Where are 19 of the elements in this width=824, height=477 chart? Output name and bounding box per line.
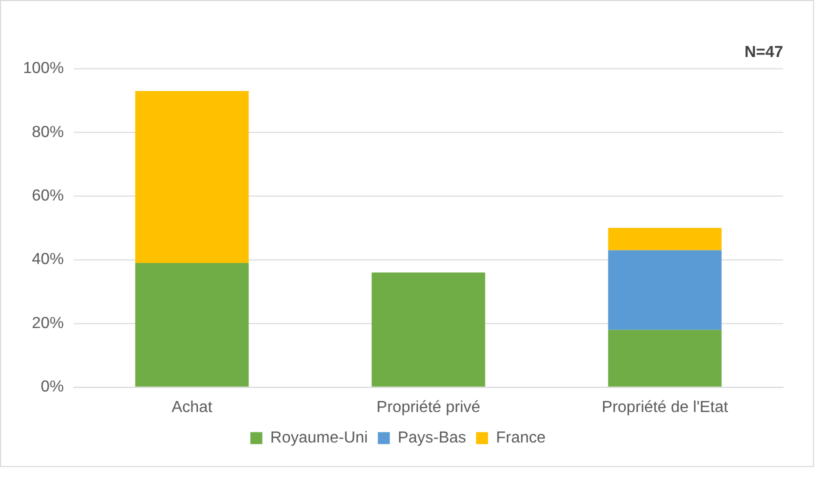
bar: [135, 262, 249, 387]
legend-label: Royaume-Uni: [270, 430, 368, 447]
x-tick-label: Propriété privé: [376, 399, 480, 416]
legend-label: Pays-Bas: [398, 430, 466, 447]
bar: [608, 250, 722, 330]
y-tick-label: 20%: [32, 314, 64, 332]
bar: [372, 272, 486, 387]
y-tick-label: 60%: [32, 187, 64, 204]
x-tick-label: Achat: [172, 399, 213, 416]
text: N=47: [744, 44, 784, 62]
y-tick-label: 80%: [32, 124, 64, 141]
y-tick-label: 40%: [32, 251, 64, 268]
y-tick-label: 100%: [22, 60, 64, 78]
bar: [608, 330, 722, 387]
y-tick-label: 0%: [40, 378, 64, 396]
bar: [135, 91, 249, 263]
bar: [608, 228, 722, 250]
x-tick-label: Propriété de l'Etat: [602, 399, 729, 416]
legend-label: France: [496, 430, 546, 447]
